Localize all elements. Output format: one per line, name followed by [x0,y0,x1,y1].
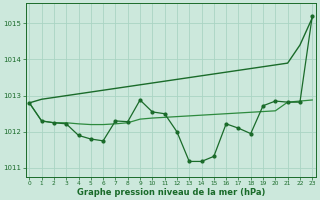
X-axis label: Graphe pression niveau de la mer (hPa): Graphe pression niveau de la mer (hPa) [76,188,265,197]
